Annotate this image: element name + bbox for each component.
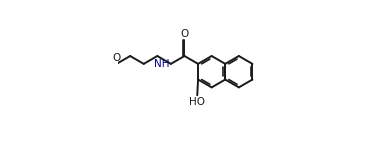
Text: HO: HO: [189, 97, 205, 106]
Text: O: O: [112, 53, 120, 63]
Text: O: O: [180, 29, 188, 39]
Text: NH: NH: [154, 59, 169, 69]
